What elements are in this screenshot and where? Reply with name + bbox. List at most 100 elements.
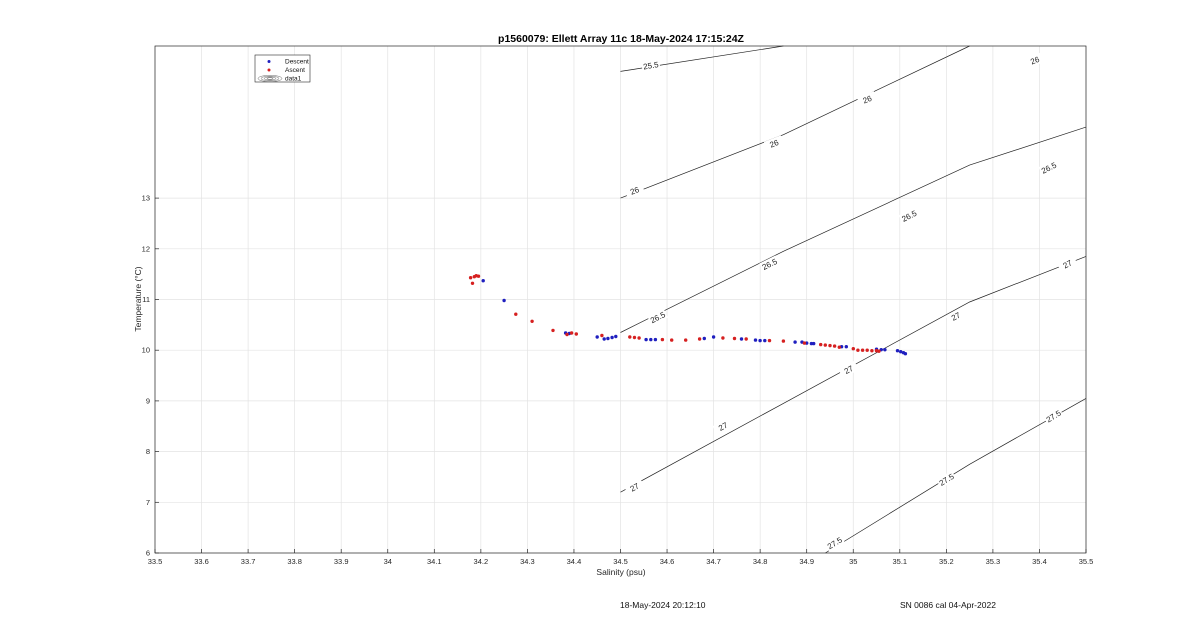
legend-marker-ascent (267, 68, 271, 72)
data-point-ascent (802, 341, 807, 345)
contour-label: 27 (624, 478, 645, 496)
x-tick-label: 33.6 (194, 557, 209, 566)
data-point-ascent (823, 343, 827, 347)
x-tick-label: 34.8 (753, 557, 768, 566)
contour-label-text: 26 (768, 138, 780, 150)
data-point-ascent (870, 349, 874, 353)
data-point-descent (702, 336, 706, 341)
contour-label-bg (624, 478, 645, 496)
x-tick-label: 35.1 (892, 557, 907, 566)
data-point-ascent (856, 348, 860, 352)
data-point-ascent (744, 337, 748, 341)
legend-label-ascent: Ascent (285, 67, 305, 74)
data-point-ascent (569, 331, 574, 335)
contour-line (620, 126, 1087, 333)
x-tick-label: 33.9 (334, 557, 349, 566)
y-tick-label: 9 (146, 396, 150, 405)
legend-label-descent: Descent (285, 59, 309, 66)
x-tick-label: 33.8 (287, 557, 302, 566)
x-tick-label: 34.7 (706, 557, 721, 566)
legend-contour-ring (260, 75, 280, 81)
legend-contour-ring (257, 75, 283, 82)
data-point-ascent (732, 336, 737, 341)
data-point-descent (899, 350, 903, 354)
contour-label-bg (936, 470, 957, 489)
data-point-descent (793, 340, 797, 344)
contour-label-bg (647, 308, 668, 326)
legend-label-data1: data1 (285, 76, 302, 83)
contour-label: 27 (712, 417, 734, 435)
contour-label-bg (1038, 159, 1060, 177)
x-tick-label: 35.2 (939, 557, 954, 566)
data-point-descent (844, 345, 848, 349)
data-point-descent (739, 337, 744, 341)
data-point-ascent (684, 338, 688, 342)
data-point-descent (753, 338, 758, 342)
data-point-ascent (637, 336, 641, 340)
data-point-ascent (851, 347, 855, 351)
x-tick-label: 34.5 (613, 557, 628, 566)
x-tick-label: 34 (384, 557, 392, 566)
data-point-descent (610, 335, 614, 340)
x-tick-label: 34.6 (660, 557, 675, 566)
contour-label-text: 26 (862, 94, 874, 106)
data-point-descent (595, 335, 599, 339)
contour-label-bg (824, 533, 845, 552)
contour-line (620, 256, 1087, 493)
legend-marker-contour (257, 75, 283, 82)
y-tick-label: 13 (142, 194, 150, 203)
contour-label: 27 (838, 360, 859, 379)
data-point-ascent (721, 336, 725, 340)
data-point-descent (883, 348, 887, 352)
data-point-descent (481, 279, 485, 283)
data-point-ascent (781, 339, 786, 343)
contour-label-bg (712, 417, 734, 435)
data-point-ascent (565, 332, 569, 337)
footer-serial: SN 0086 cal 04-Apr-2022 (900, 600, 996, 610)
data-point-ascent (468, 276, 473, 280)
data-point-ascent (670, 338, 674, 342)
x-tick-label: 34.2 (474, 557, 489, 566)
data-point-descent (614, 334, 618, 339)
data-point-descent (711, 335, 716, 339)
contour-label-bg (898, 207, 920, 225)
y-tick-label: 11 (142, 295, 150, 304)
y-tick-label: 12 (142, 244, 150, 253)
contour-label-bg (945, 307, 966, 325)
x-tick-label: 35.5 (1079, 557, 1094, 566)
x-axis-label: Salinity (psu) (596, 567, 645, 577)
data-point-ascent (514, 312, 518, 316)
contour-label-bg (759, 255, 780, 273)
data-series (468, 274, 908, 356)
data-point-ascent (860, 348, 865, 352)
contour-label-bg (1043, 407, 1064, 426)
contour-label: 26 (763, 135, 785, 152)
data-point-ascent (600, 333, 604, 338)
contour-label: 26 (856, 91, 878, 108)
x-tick-label: 34.1 (427, 557, 442, 566)
data-point-descent (502, 298, 506, 303)
contour-label: 25.5 (641, 58, 661, 72)
data-point-descent (606, 336, 610, 341)
x-tick-label: 33.5 (148, 557, 163, 566)
contour-label: 27 (1057, 255, 1078, 273)
contour-label-text: 25.5 (642, 60, 659, 71)
data-point-ascent (819, 342, 823, 347)
y-tick-label: 7 (146, 498, 150, 507)
data-point-descent (653, 337, 658, 342)
data-point-ascent (697, 337, 702, 341)
x-tick-label: 34.4 (567, 557, 582, 566)
data-point-descent (812, 341, 816, 346)
chart-title: p1560079: Ellett Array 11c 18-May-2024 1… (498, 33, 745, 45)
y-tick-label: 8 (146, 447, 150, 456)
data-point-ascent (574, 332, 578, 336)
data-point-ascent (628, 335, 632, 339)
contour-label: 26 (624, 182, 645, 199)
data-point-ascent (660, 337, 665, 342)
data-point-descent (895, 349, 900, 353)
contour-line (620, 45, 970, 199)
data-point-ascent (767, 338, 772, 343)
data-point-descent (644, 337, 648, 342)
axis-ticks: 33.5 33.6 33.7 33.8 33.9 34 34.1 34.2 34.3 34.4 34… (142, 194, 1094, 566)
x-tick-label: 35.3 (986, 557, 1001, 566)
